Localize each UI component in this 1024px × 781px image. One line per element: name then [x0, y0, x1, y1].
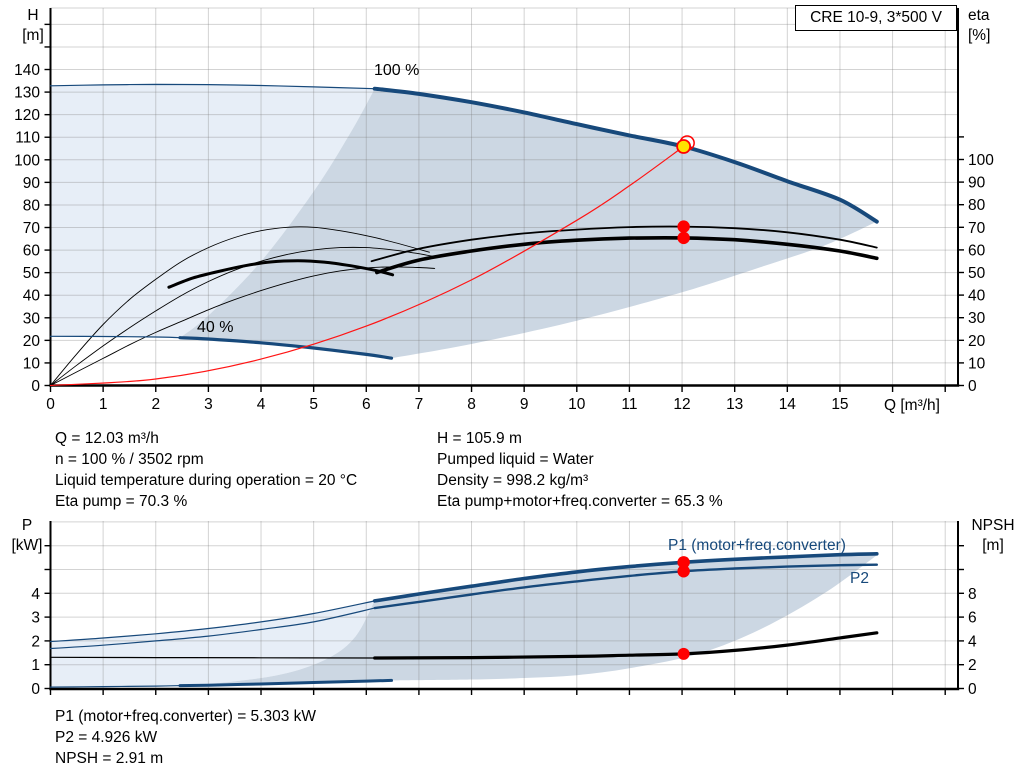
svg-text:100: 100: [968, 152, 994, 169]
svg-text:1: 1: [31, 657, 40, 674]
duty-info-right: H = 105.9 m Pumped liquid = Water Densit…: [437, 428, 723, 512]
duty-info-left: Q = 12.03 m³/h n = 100 % / 3502 rpm Liqu…: [55, 428, 357, 512]
svg-text:70: 70: [968, 220, 986, 237]
bottom-chart-gridlines: [50, 521, 958, 689]
svg-text:20: 20: [968, 333, 986, 350]
svg-text:110: 110: [15, 130, 40, 147]
bottom-duty-point-markers[interactable]: [677, 556, 690, 660]
svg-text:5: 5: [309, 396, 318, 413]
efficiency-point: [677, 220, 690, 233]
svg-text:4: 4: [31, 586, 40, 603]
svg-text:10: 10: [968, 355, 986, 372]
h-axis-title: H [m]: [22, 7, 44, 44]
svg-text:11: 11: [621, 396, 637, 413]
top-chart-curves: [49, 83, 879, 387]
svg-text:40: 40: [23, 288, 41, 305]
svg-text:90: 90: [23, 175, 41, 192]
svg-text:100: 100: [14, 152, 40, 169]
info-line: Pumped liquid = Water: [437, 451, 594, 468]
svg-text:1: 1: [99, 396, 108, 413]
q-axis-title: Q [m³/h]: [884, 397, 940, 414]
info-line: Density = 998.2 kg/m³: [437, 472, 589, 489]
label-p2-curve: P2: [850, 570, 869, 587]
svg-text:0: 0: [31, 681, 40, 698]
svg-text:3: 3: [31, 610, 40, 627]
info-line: NPSH = 2.91 m: [55, 750, 164, 767]
svg-text:0: 0: [31, 378, 40, 395]
info-line: P1 (motor+freq.converter) = 5.303 kW: [55, 708, 317, 725]
power-point: [677, 556, 690, 569]
info-line: Liquid temperature during operation = 20…: [55, 472, 358, 489]
svg-text:40: 40: [968, 288, 986, 305]
svg-text:50: 50: [968, 265, 986, 282]
svg-text:80: 80: [968, 197, 986, 214]
svg-text:0: 0: [46, 396, 55, 413]
info-line: n = 100 % / 3502 rpm: [55, 451, 204, 468]
svg-text:130: 130: [14, 85, 40, 102]
top-chart-operating-envelope: [50, 84, 877, 359]
svg-text:3: 3: [204, 396, 213, 413]
top-chart-axes: 0102030405060708090100110120130140010203…: [14, 8, 994, 413]
svg-text:15: 15: [831, 396, 848, 413]
svg-text:7: 7: [415, 396, 424, 413]
eta-axis-title: eta [%]: [968, 7, 991, 44]
svg-text:9: 9: [520, 396, 529, 413]
top-chart-gridlines: [50, 7, 958, 386]
info-line: H = 105.9 m: [437, 430, 522, 447]
svg-text:20: 20: [23, 333, 41, 350]
info-line: Q = 12.03 m³/h: [55, 430, 159, 447]
label-p1-curve: P1 (motor+freq.converter): [668, 537, 846, 554]
svg-text:6: 6: [362, 396, 371, 413]
svg-text:0: 0: [968, 681, 977, 698]
svg-text:30: 30: [968, 310, 986, 327]
efficiency-point: [677, 231, 690, 245]
duty-point: [676, 139, 692, 154]
power-info: P1 (motor+freq.converter) = 5.303 kW P2 …: [55, 706, 316, 769]
duty-point-markers[interactable]: [676, 135, 695, 245]
svg-text:10: 10: [23, 355, 41, 372]
svg-text:14: 14: [779, 396, 797, 413]
label-speed-100-percent: 100 %: [374, 62, 419, 79]
svg-text:70: 70: [23, 220, 41, 237]
svg-text:60: 60: [23, 243, 41, 260]
svg-text:2: 2: [31, 633, 40, 650]
info-line: Eta pump+motor+freq.converter = 65.3 %: [437, 493, 723, 510]
info-line: Eta pump = 70.3 %: [55, 493, 188, 510]
svg-text:10: 10: [568, 396, 586, 413]
svg-text:60: 60: [968, 242, 986, 259]
bottom-chart-operating-envelope: [50, 553, 877, 688]
svg-text:30: 30: [23, 310, 41, 327]
svg-text:6: 6: [968, 610, 977, 627]
p-axis-title: P [kW]: [11, 517, 43, 554]
bottom-chart-curves: [49, 552, 879, 688]
svg-text:12: 12: [673, 396, 690, 413]
svg-text:2: 2: [151, 396, 160, 413]
npsh-point: [677, 647, 690, 660]
npsh-axis-title: NPSH [m]: [971, 517, 1015, 554]
svg-text:50: 50: [23, 265, 41, 282]
pump-type-badge: CRE 10-9, 3*500 V: [795, 5, 957, 31]
label-speed-40-percent: 40 %: [197, 319, 233, 336]
svg-text:8: 8: [467, 396, 476, 413]
info-line: P2 = 4.926 kW: [55, 729, 158, 746]
power-point: [677, 565, 690, 578]
svg-text:0: 0: [968, 378, 977, 395]
svg-text:4: 4: [968, 633, 977, 650]
svg-text:140: 140: [14, 62, 40, 79]
svg-text:13: 13: [726, 396, 743, 413]
svg-text:4: 4: [257, 396, 266, 413]
svg-text:8: 8: [968, 586, 977, 603]
svg-text:80: 80: [23, 197, 41, 214]
svg-text:90: 90: [968, 175, 986, 192]
svg-text:2: 2: [968, 657, 977, 674]
svg-text:120: 120: [14, 107, 40, 124]
bottom-chart-axes: 0 1 2 3 4 0 2 4 6 8: [31, 521, 977, 698]
